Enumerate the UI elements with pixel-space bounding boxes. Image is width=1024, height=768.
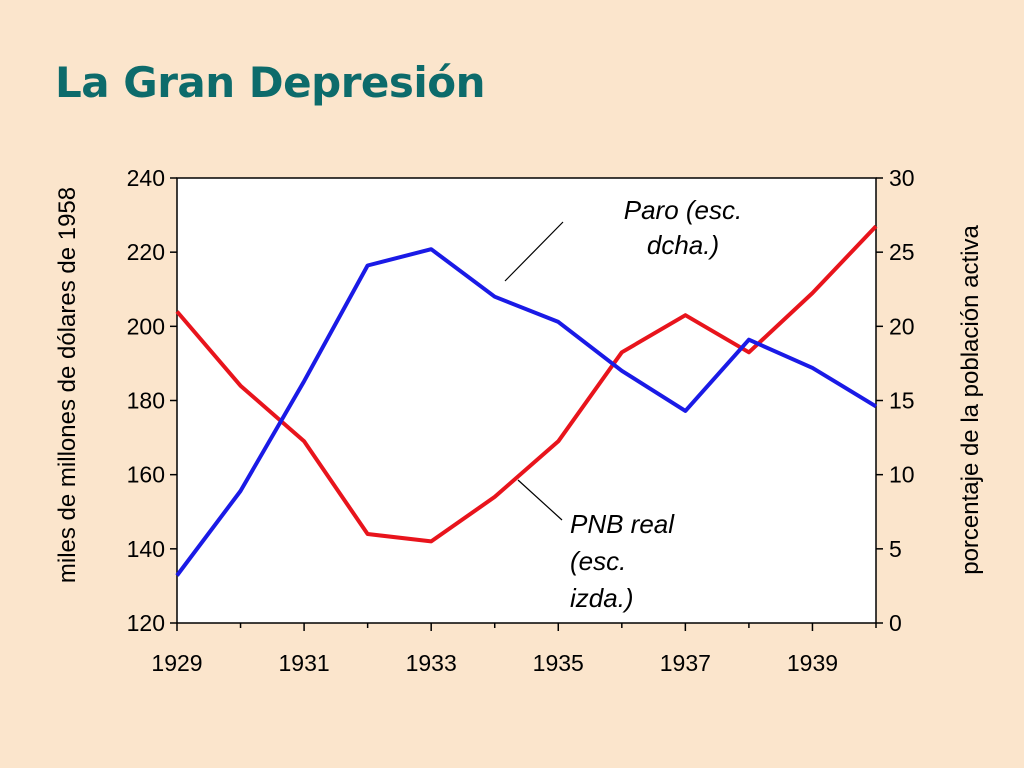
annotations: Paro (esc. dcha.) PNB real (esc. izda.) <box>504 195 743 613</box>
plot-area <box>176 177 877 624</box>
annotation-pnb: PNB real (esc. izda.) <box>570 509 675 613</box>
x-tick-label: 1931 <box>279 650 330 676</box>
y-left-tick-label: 140 <box>127 536 165 562</box>
y-left-tick-label: 220 <box>127 239 165 265</box>
y-left-tick-label: 240 <box>127 165 165 191</box>
y-left-tick-label: 200 <box>127 313 165 339</box>
y-right-tick-label: 0 <box>889 610 902 636</box>
y-right-tick-label: 30 <box>889 165 915 191</box>
x-tick-label: 1937 <box>660 650 711 676</box>
axes: 120 140 160 180 200 220 240 0 5 10 15 20 25 30 1929 193… <box>127 165 915 676</box>
x-tick-label: 1933 <box>406 650 457 676</box>
y-right-tick-label: 20 <box>889 313 915 339</box>
annotation-leader-pnb <box>517 479 563 521</box>
y-right-tick-label: 5 <box>889 536 902 562</box>
y-right-tick-label: 10 <box>889 462 915 488</box>
y-left-tick-label: 120 <box>127 610 165 636</box>
y-right-tick-label: 25 <box>889 239 915 265</box>
y-left-axis-title: miles de millones de dólares de 1958 <box>54 187 81 583</box>
page-title: La Gran Depresión <box>55 58 486 107</box>
annotation-leader-paro <box>504 221 564 282</box>
y-left-tick-label: 160 <box>127 462 165 488</box>
y-left-tick-label: 180 <box>127 388 165 414</box>
x-tick-label: 1939 <box>787 650 838 676</box>
series-paro-line <box>175 247 878 577</box>
x-tick-label: 1929 <box>151 650 202 676</box>
series-layer <box>175 224 878 577</box>
x-tick-label: 1935 <box>533 650 584 676</box>
annotation-paro: Paro (esc. dcha.) <box>624 195 743 260</box>
y-right-axis-title: porcentaje de la población activa <box>957 225 984 575</box>
y-right-tick-label: 15 <box>889 388 915 414</box>
